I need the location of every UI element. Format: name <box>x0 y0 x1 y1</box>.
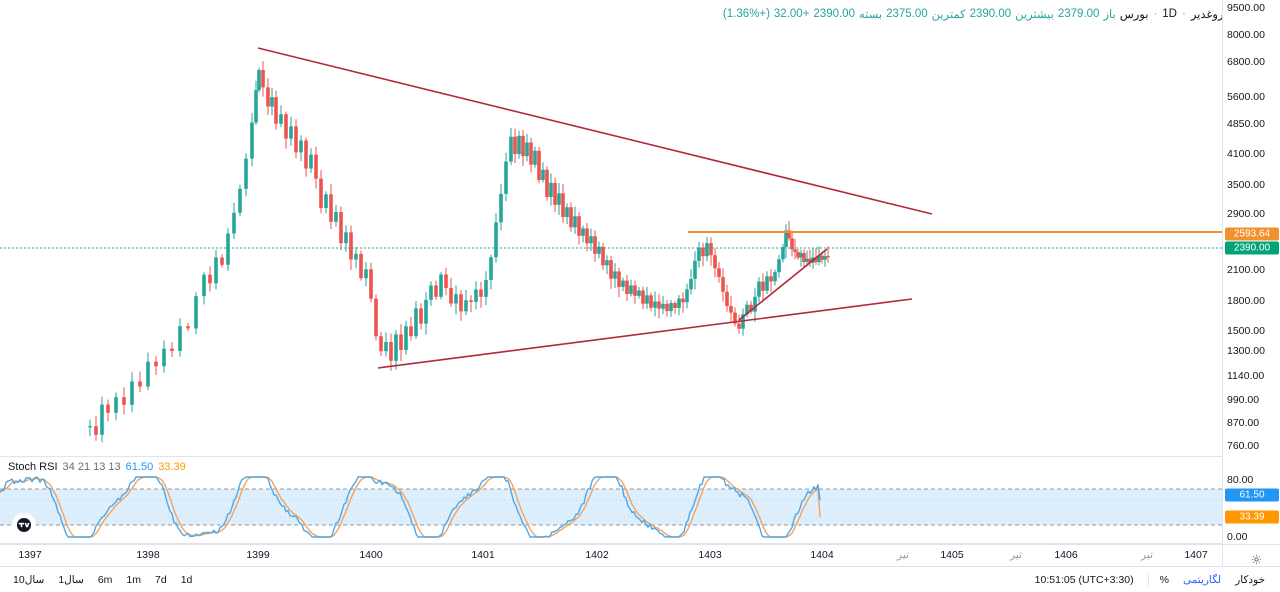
price-tick: 2100.00 <box>1227 264 1265 276</box>
price-tick: 8000.00 <box>1227 29 1265 41</box>
bottom-toolbar: 1d 7d 1m 6m 1سال 10سال 10:51:05 (UTC+3:30) % … <box>0 566 1280 592</box>
toolbar-right-group: 10:51:05 (UTC+3:30) % لگاریتمی خودکار <box>1025 571 1280 589</box>
range-button-1m[interactable]: 1m <box>126 573 141 586</box>
indicator-tick: 80.00 <box>1227 474 1254 486</box>
descending-trendline[interactable] <box>257 47 933 215</box>
open-label: باز <box>1103 9 1116 21</box>
toolbar-divider <box>1147 572 1149 587</box>
time-scale[interactable]: 1397 1398 1399 1400 1401 1402 1403 1404 تیر 1405 ت… <box>0 544 1222 566</box>
price-tick: 6800.00 <box>1227 56 1265 68</box>
indicator-bottom-divider <box>0 543 1222 544</box>
range-button-1d[interactable]: 1d <box>180 573 193 586</box>
time-tick: تیر <box>1141 549 1153 561</box>
time-tick: 1399 <box>246 549 270 561</box>
range-button-6m[interactable]: 6m <box>97 573 113 586</box>
chart-legend: لیزینگ‌خودروغدیر · 1D · بورس باز 2379.00… <box>0 6 1280 22</box>
log-scale-button[interactable]: لگاریتمی <box>1182 573 1222 586</box>
stoch-rsi-chart <box>0 476 1222 538</box>
time-tick: 1407 <box>1184 549 1208 561</box>
axis-corner <box>1222 544 1280 566</box>
stoch-d-line <box>0 476 821 538</box>
price-tick: 1300.00 <box>1227 345 1265 357</box>
time-tick: 1405 <box>940 549 964 561</box>
gear-icon[interactable] <box>1251 554 1262 565</box>
time-tick: 1401 <box>471 549 495 561</box>
time-tick: 1404 <box>810 549 834 561</box>
stoch-k-line <box>0 476 821 538</box>
last-price-badge[interactable]: 2390.00 <box>1225 241 1279 255</box>
time-tick: 1400 <box>359 549 383 561</box>
range-button-group: 1d 7d 1m 6m 1سال 10سال <box>0 571 199 589</box>
close-value: 2390.00 <box>813 8 855 20</box>
oscillator-band <box>0 489 1222 525</box>
price-tick: 1800.00 <box>1227 295 1265 307</box>
price-tick: 4850.00 <box>1227 118 1265 130</box>
range-button-7d[interactable]: 7d <box>155 573 167 586</box>
pane-divider[interactable] <box>0 456 1222 457</box>
high-value: 2390.00 <box>969 8 1012 20</box>
price-tick: 5600.00 <box>1227 91 1265 103</box>
resistance-price-badge[interactable]: 2593.64 <box>1225 227 1279 241</box>
time-tick: 1402 <box>585 549 609 561</box>
stoch-d-badge[interactable]: 33.39 <box>1225 510 1279 524</box>
price-scale[interactable]: 9500.00 8000.00 6800.00 5600.00 4850.00 4100.… <box>1222 0 1280 543</box>
indicator-tick: 0.00 <box>1227 531 1248 543</box>
price-tick: 4100.00 <box>1227 148 1265 160</box>
price-tick: 9500.00 <box>1227 2 1265 14</box>
high-label: بیشترین <box>1015 9 1054 21</box>
time-tick: تیر <box>1010 549 1022 561</box>
indicator-name: Stoch RSI <box>8 461 58 473</box>
ascending-trendline-minor[interactable] <box>738 248 828 321</box>
stoch-k-badge[interactable]: 61.50 <box>1225 488 1279 502</box>
price-tick: 1140.00 <box>1227 370 1265 382</box>
candlestick-chart <box>0 47 1222 443</box>
exchange-label: بورس <box>1119 9 1149 21</box>
price-tick: 1500.00 <box>1227 325 1265 337</box>
time-tick: 1397 <box>18 549 42 561</box>
percent-scale-button[interactable]: % <box>1159 573 1169 586</box>
time-tick: 1403 <box>698 549 722 561</box>
legend-separator-1: · <box>1181 8 1186 20</box>
indicator-params: 34 21 13 13 <box>62 461 121 473</box>
low-value: 2375.00 <box>886 8 928 20</box>
change-percent: (+1.36%) <box>722 8 770 20</box>
auto-scale-button[interactable]: خودکار <box>1235 573 1265 586</box>
open-value: 2379.00 <box>1057 8 1100 20</box>
clock-label: 10:51:05 (UTC+3:30) <box>1034 573 1134 586</box>
legend-separator-2: · <box>1153 8 1158 20</box>
range-button-10سال[interactable]: 10سال <box>13 573 45 586</box>
time-tick: 1398 <box>136 549 160 561</box>
ascending-trendline-major[interactable] <box>377 298 913 369</box>
price-tick: 2900.00 <box>1227 208 1265 220</box>
time-tick: 1406 <box>1054 549 1078 561</box>
close-label: بسته <box>858 9 883 21</box>
indicator-k-value: 61.50 <box>125 461 154 473</box>
price-tick: 3500.00 <box>1227 179 1265 191</box>
price-pane[interactable] <box>0 22 1222 456</box>
change-value: +32.00 <box>773 8 810 20</box>
range-button-1سال[interactable]: 1سال <box>58 573 84 586</box>
timeframe-label[interactable]: 1D <box>1162 8 1177 20</box>
tradingview-logo <box>12 513 36 537</box>
stoch-rsi-pane[interactable] <box>0 457 1222 543</box>
candle-series <box>88 61 830 443</box>
time-tick: تیر <box>897 549 909 561</box>
price-tick: 990.00 <box>1227 394 1260 406</box>
price-tick: 760.00 <box>1227 440 1260 452</box>
price-tick: 870.00 <box>1227 417 1260 429</box>
indicator-legend[interactable]: Stoch RSI 34 21 13 13 61.50 33.39 <box>8 461 186 473</box>
indicator-d-value: 33.39 <box>158 461 186 473</box>
low-label: کمترین <box>931 9 966 21</box>
